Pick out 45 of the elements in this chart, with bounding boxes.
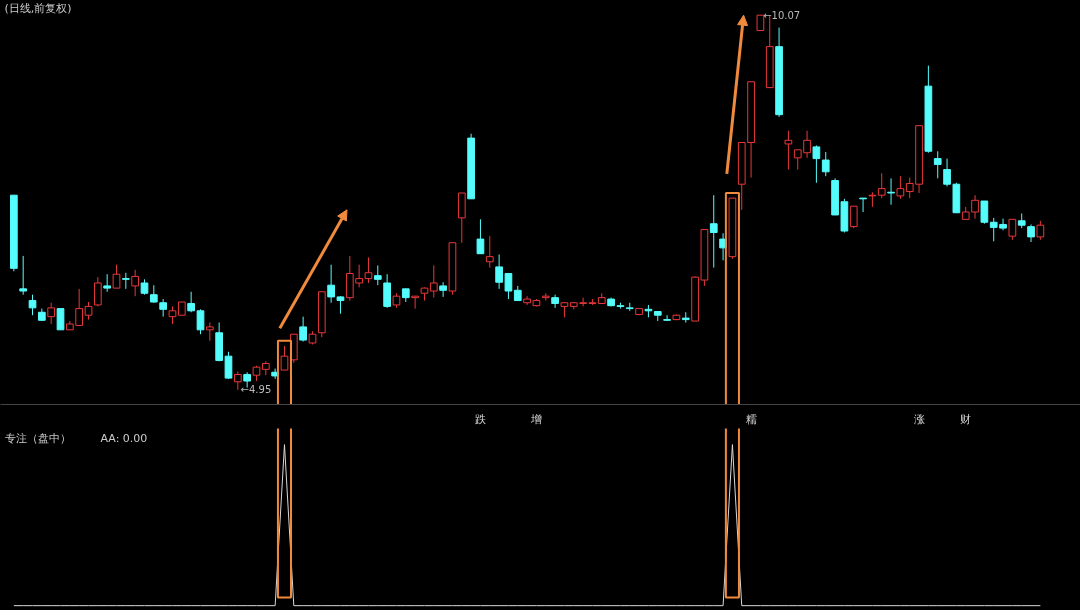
x-tick-label: 增 bbox=[529, 412, 542, 426]
candlestick bbox=[551, 294, 559, 309]
candlestick bbox=[56, 308, 65, 331]
candlestick bbox=[233, 371, 242, 391]
candlestick bbox=[709, 194, 718, 269]
candlestick bbox=[429, 264, 438, 299]
candlestick bbox=[1008, 218, 1017, 241]
candlestick bbox=[887, 177, 895, 206]
annotation: ←4.95 bbox=[240, 384, 272, 396]
chart-title: 专注（盘中） bbox=[4, 431, 71, 445]
chart-title: (日线,前复权) bbox=[4, 1, 72, 15]
candlestick bbox=[299, 316, 307, 343]
candlestick bbox=[476, 218, 485, 255]
x-tick-label: 涨 bbox=[913, 412, 925, 426]
text: AA: 0.00 bbox=[100, 431, 148, 445]
candlestick bbox=[980, 200, 989, 225]
candlestick bbox=[784, 130, 793, 171]
candlestick bbox=[205, 322, 214, 342]
candlestick bbox=[485, 235, 494, 269]
candlestick bbox=[849, 205, 858, 229]
candlestick bbox=[280, 345, 289, 371]
candlestick bbox=[131, 269, 140, 297]
candlestick bbox=[439, 281, 447, 298]
annotation: ←10.07 bbox=[763, 9, 801, 21]
candlestick bbox=[93, 276, 102, 307]
candlestick bbox=[812, 144, 821, 184]
x-tick-label: 跌 bbox=[474, 412, 486, 426]
candlestick bbox=[196, 308, 205, 335]
candlestick bbox=[187, 291, 196, 313]
candlestick bbox=[47, 302, 56, 325]
candlestick bbox=[933, 150, 942, 179]
candlestick bbox=[373, 264, 382, 286]
candlestick bbox=[896, 175, 905, 200]
candlestick bbox=[112, 264, 121, 289]
candlestick bbox=[383, 273, 391, 309]
candlestick bbox=[28, 294, 37, 316]
candlestick bbox=[821, 151, 830, 177]
candlestick bbox=[971, 194, 979, 220]
candlestick bbox=[1036, 220, 1045, 241]
candlestick bbox=[663, 314, 671, 322]
candlestick bbox=[859, 197, 867, 213]
candlestick bbox=[19, 255, 28, 296]
x-tick-label: 糯 bbox=[745, 412, 757, 426]
x-tick-label: 财 bbox=[960, 412, 972, 426]
candlestick bbox=[877, 172, 886, 199]
